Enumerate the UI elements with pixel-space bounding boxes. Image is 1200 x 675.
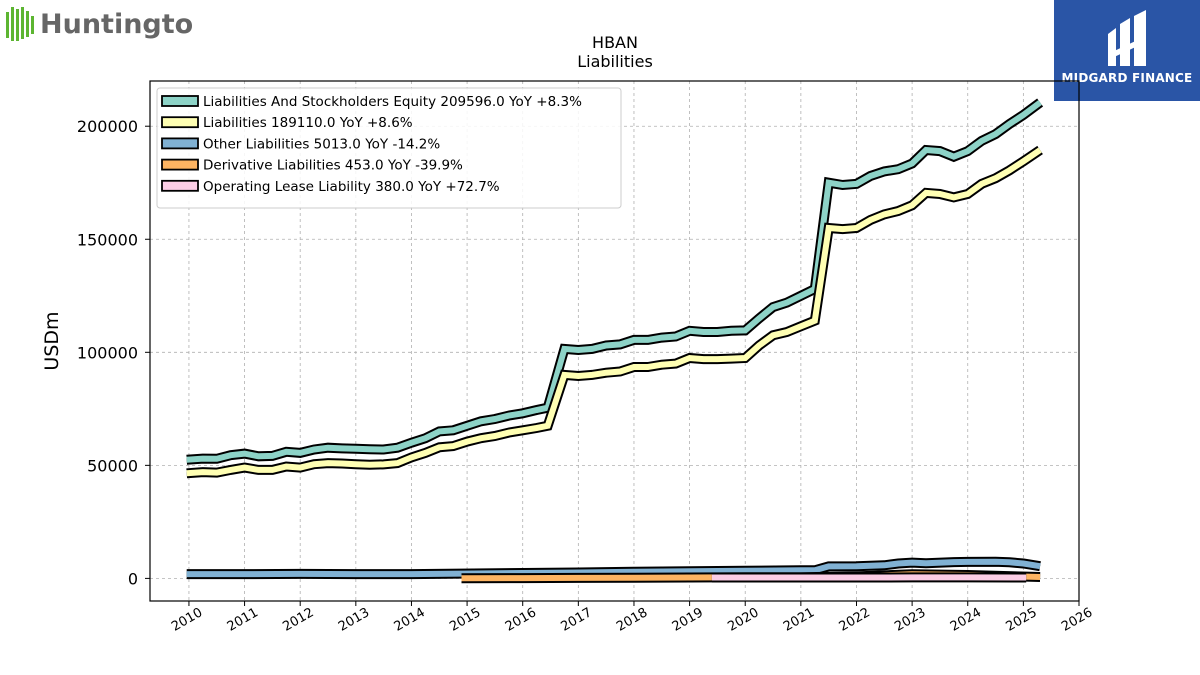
midgard-logo-icon (1108, 10, 1146, 66)
plot-frame (149, 80, 1080, 602)
legend: Liabilities And Stockholders Equity 2095… (156, 87, 622, 209)
y-tick-label: 200000 (77, 117, 138, 136)
legend-swatch (161, 179, 199, 192)
legend-swatch (161, 137, 199, 150)
x-tick-label: 2014 (392, 605, 428, 635)
series-layer (186, 98, 1044, 584)
y-tick-label: 100000 (77, 343, 138, 362)
series-line-liabilities (186, 147, 1042, 477)
x-tick-label: 2011 (225, 605, 261, 635)
x-tick-label: 2013 (336, 605, 372, 635)
x-tick-label: 2019 (670, 605, 706, 635)
logo-stripes-icon (6, 7, 34, 41)
huntington-logo-mark: Huntington (6, 7, 212, 41)
chart-subtitle: Liabilities (577, 52, 653, 71)
chart-title: HBAN (592, 33, 638, 52)
legend-swatch (161, 95, 199, 107)
y-axis-label: USDm (41, 311, 63, 370)
x-tick-label: 2020 (725, 605, 761, 635)
x-tick-label: 2024 (948, 605, 984, 635)
midgard-finance-badge: MIDGARD FINANCE (1054, 0, 1200, 101)
logo-text: Huntington (40, 9, 194, 40)
legend-swatch (161, 158, 199, 171)
x-tick-label: 2022 (837, 605, 873, 635)
y-tick-label: 0 (128, 569, 138, 588)
badge-text: MIDGARD FINANCE (1061, 71, 1193, 85)
x-tick-label: 2016 (503, 605, 539, 635)
y-tick-label: 150000 (77, 230, 138, 249)
series-line-liabilities-and-stockholders-equity (186, 100, 1042, 463)
x-tick-label: 2025 (1004, 605, 1040, 635)
legend-box (156, 87, 622, 209)
legend-entry-label: Derivative Liabilities 453.0 YoY -39.9% (203, 158, 463, 174)
x-tick-label: 2012 (280, 605, 316, 635)
x-tick-label: 2010 (169, 605, 205, 635)
x-tick-label: 2015 (447, 605, 483, 635)
legend-entry-label: Liabilities 189110.0 YoY +8.6% (203, 115, 413, 131)
series-line-other-liabilities (186, 558, 1041, 578)
huntington-logo: Huntington (4, 4, 212, 44)
x-tick-label: 2026 (1059, 605, 1095, 635)
x-tick-label: 2018 (614, 605, 650, 635)
y-tick-label: 50000 (87, 456, 138, 475)
legend-swatch (161, 116, 199, 129)
x-tick-label: 2021 (781, 605, 817, 635)
x-tick-label: 2023 (892, 605, 928, 635)
legend-entry-label: Other Liabilities 5013.0 YoY -14.2% (203, 136, 440, 152)
legend-entry-label: Operating Lease Liability 380.0 YoY +72.… (203, 179, 500, 195)
x-tick-label: 2017 (559, 605, 595, 635)
legend-entry-label: Liabilities And Stockholders Equity 2095… (203, 94, 582, 110)
